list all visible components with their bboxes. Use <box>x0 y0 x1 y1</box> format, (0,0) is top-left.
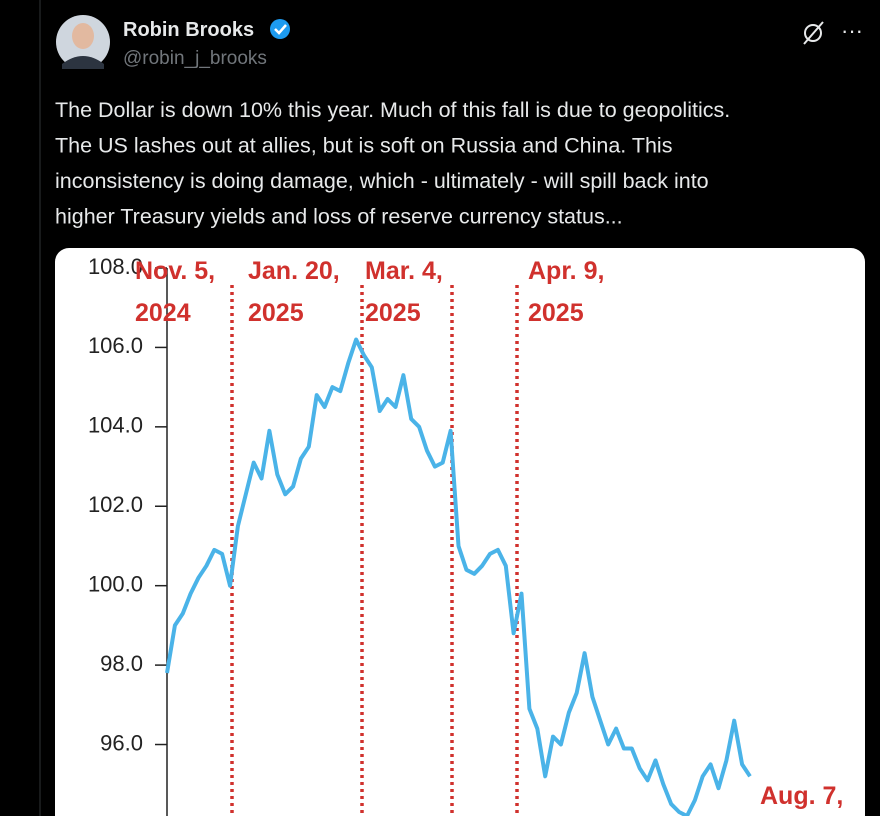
event-label: Nov. 5, <box>135 257 215 285</box>
y-tick-label: 98.0 <box>100 651 143 676</box>
tweet-text-line: inconsistency is doing damage, which - u… <box>55 169 709 193</box>
tweet-text-line: The US lashes out at allies, but is soft… <box>55 134 672 158</box>
y-tick-label: 100.0 <box>88 571 143 596</box>
chart-card <box>55 248 865 816</box>
verified-badge <box>270 19 290 39</box>
author-handle[interactable]: @robin_j_brooks <box>123 48 267 69</box>
tweet-text-line: higher Treasury yields and loss of reser… <box>55 205 623 229</box>
y-tick-label: 106.0 <box>88 333 143 358</box>
series-line <box>165 337 752 816</box>
y-tick-label: 102.0 <box>88 492 143 517</box>
event-label: Aug. 7, <box>760 782 843 810</box>
event-label: 2025 <box>528 299 584 327</box>
event-label: 2025 <box>248 299 304 327</box>
event-label: Jan. 20, <box>248 257 340 285</box>
event-label: 2025 <box>365 299 421 327</box>
y-tick-label: 96.0 <box>100 730 143 755</box>
avatar[interactable] <box>56 15 110 69</box>
event-label: Mar. 4, <box>365 257 443 285</box>
event-label: Apr. 9, <box>528 257 604 285</box>
more-button[interactable]: ··· <box>841 18 863 43</box>
tweet-text-line: The Dollar is down 10% this year. Much o… <box>55 98 730 122</box>
grok-button[interactable] <box>803 21 824 45</box>
chart: 108.0 106.0 104.0 102.0 100.0 98.0 96.0 Nov. 5,… <box>88 254 843 816</box>
y-tick-label: 104.0 <box>88 413 143 438</box>
event-label: 2024 <box>135 299 191 327</box>
author-name[interactable]: Robin Brooks <box>123 19 254 41</box>
y-tick-label: 108.0 <box>88 254 143 279</box>
tweet-text: The Dollar is down 10% this year. Much o… <box>55 98 730 229</box>
media[interactable]: 108.0 106.0 104.0 102.0 100.0 98.0 96.0 Nov. 5,… <box>55 248 865 816</box>
